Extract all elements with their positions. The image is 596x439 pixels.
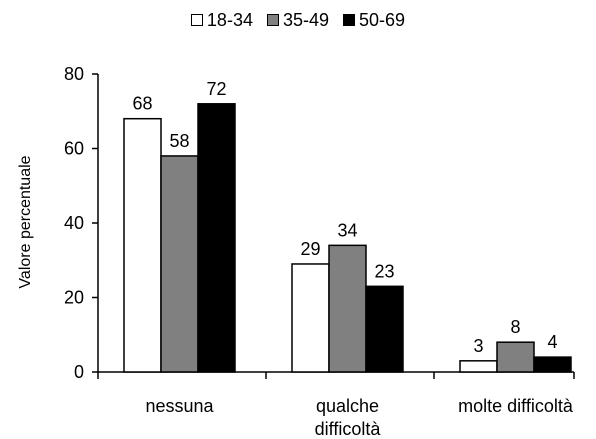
data-label: 23 [374,261,394,281]
y-tick-label: 40 [64,213,84,233]
x-tick-label: difficoltà [315,419,382,439]
bar [197,103,236,373]
legend-item-18-34: 18-34 [190,9,253,31]
y-tick-label: 0 [74,362,84,382]
data-label: 3 [473,336,483,356]
x-tick-label: molte difficoltà [458,396,574,416]
legend-item-50-69: 50-69 [343,10,405,31]
bar [160,155,199,373]
legend-label-50-69: 50-69 [359,9,406,30]
y-axis-title: Valore percentuale [17,155,34,288]
x-tick-label: nessuna [145,396,214,416]
bar [291,263,330,373]
data-label: 58 [169,131,189,151]
legend-label-18-34: 18-34 [206,9,253,30]
bar [123,117,162,373]
data-label: 8 [510,317,520,337]
bar [365,285,404,373]
data-label: 34 [337,220,357,240]
legend-swatch-50-69 [343,14,356,26]
legend: 18-34 35-49 50-69 [0,6,596,34]
bar [533,356,572,373]
data-label: 29 [300,239,320,259]
data-label: 68 [132,94,152,114]
y-tick-label: 20 [64,288,84,308]
bar [328,244,367,373]
y-tick-label: 80 [64,64,84,84]
y-tick-label: 60 [64,139,84,159]
legend-swatch-18-34 [190,14,203,26]
legend-label-35-49: 35-49 [282,9,330,30]
bar [459,360,498,373]
data-label: 72 [206,79,226,99]
legend-swatch-35-49 [266,14,279,26]
legend-item-35-49: 35-49 [266,9,330,31]
x-tick-label: qualche [316,396,379,416]
data-label: 4 [547,332,557,352]
bar [496,341,535,373]
